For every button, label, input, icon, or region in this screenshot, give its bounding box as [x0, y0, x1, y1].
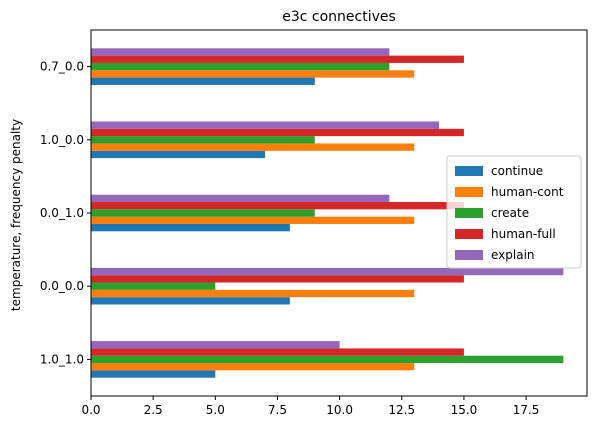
bar-human-full-1.0_1.0: [91, 348, 464, 356]
legend-swatch-continue: [455, 166, 483, 176]
legend-swatch-human-full: [455, 229, 483, 239]
x-tick-label: 2.5: [144, 403, 163, 417]
legend-swatch-create: [455, 208, 483, 218]
bar-human-cont-1.0_0.0: [91, 143, 415, 151]
y-tick-label: 0.0_0.0: [40, 279, 84, 293]
legend-swatch-explain: [455, 250, 483, 260]
bar-explain-0.0_0.0: [91, 267, 564, 276]
x-tick-label: 5.0: [206, 403, 225, 417]
legend-box: [446, 155, 582, 269]
bar-create-1.0_0.0: [91, 136, 315, 144]
x-tick-label: 12.5: [388, 403, 415, 417]
y-tick-label: 0.7_0.0: [40, 60, 84, 74]
bar-human-full-1.0_0.0: [91, 128, 464, 137]
legend-label-create: create: [491, 206, 529, 220]
bar-human-cont-0.0_0.0: [91, 289, 415, 298]
bar-continue-0.7_0.0: [91, 77, 315, 85]
bar-explain-1.0_0.0: [91, 121, 440, 129]
y-axis-ticks: 1.0_1.0 0.0_0.0 0.0_1.0 1.0_0.0 0.7_0.0: [40, 60, 91, 366]
bar-human-full-0.7_0.0: [91, 55, 464, 63]
x-tick-label: 0.0: [81, 403, 100, 417]
x-tick-label: 7.5: [268, 403, 287, 417]
bar-explain-1.0_1.0: [91, 341, 340, 349]
bar-human-cont-1.0_1.0: [91, 363, 415, 371]
y-tick-label: 1.0_1.0: [40, 352, 84, 366]
bar-create-0.0_0.0: [91, 282, 216, 290]
legend: continue human-cont create human-full explai…: [446, 155, 582, 269]
chart-title: e3c connectives: [282, 9, 396, 25]
bars-group: [91, 48, 564, 378]
bar-create-0.0_1.0: [91, 209, 315, 217]
x-tick-label: 10.0: [326, 403, 353, 417]
legend-label-human-cont: human-cont: [491, 185, 564, 199]
legend-swatch-human-cont: [455, 187, 483, 197]
bar-continue-0.0_0.0: [91, 297, 290, 305]
y-tick-label: 0.0_1.0: [40, 206, 84, 220]
bar-continue-0.0_1.0: [91, 223, 290, 232]
bar-human-full-0.0_1.0: [91, 202, 464, 210]
y-axis-title: temperature, frequency penalty: [9, 119, 23, 311]
x-tick-label: 15.0: [451, 403, 478, 417]
bar-create-1.0_1.0: [91, 355, 564, 364]
bar-continue-1.0_1.0: [91, 370, 216, 378]
x-tick-label: 17.5: [513, 403, 540, 417]
bar-create-0.7_0.0: [91, 62, 390, 71]
bar-explain-0.7_0.0: [91, 48, 390, 56]
y-tick-label: 1.0_0.0: [40, 133, 84, 147]
legend-label-human-full: human-full: [491, 227, 556, 241]
legend-label-explain: explain: [491, 248, 535, 262]
bar-human-cont-0.7_0.0: [91, 70, 415, 78]
bar-human-cont-0.0_1.0: [91, 216, 415, 224]
x-axis-ticks: 0.0 2.5 5.0 7.5 10.0 12.5 15.0 17.5: [81, 396, 539, 417]
legend-label-continue: continue: [491, 164, 543, 178]
bar-explain-0.0_1.0: [91, 194, 390, 203]
bar-human-full-0.0_0.0: [91, 275, 464, 283]
bar-continue-1.0_0.0: [91, 150, 266, 159]
